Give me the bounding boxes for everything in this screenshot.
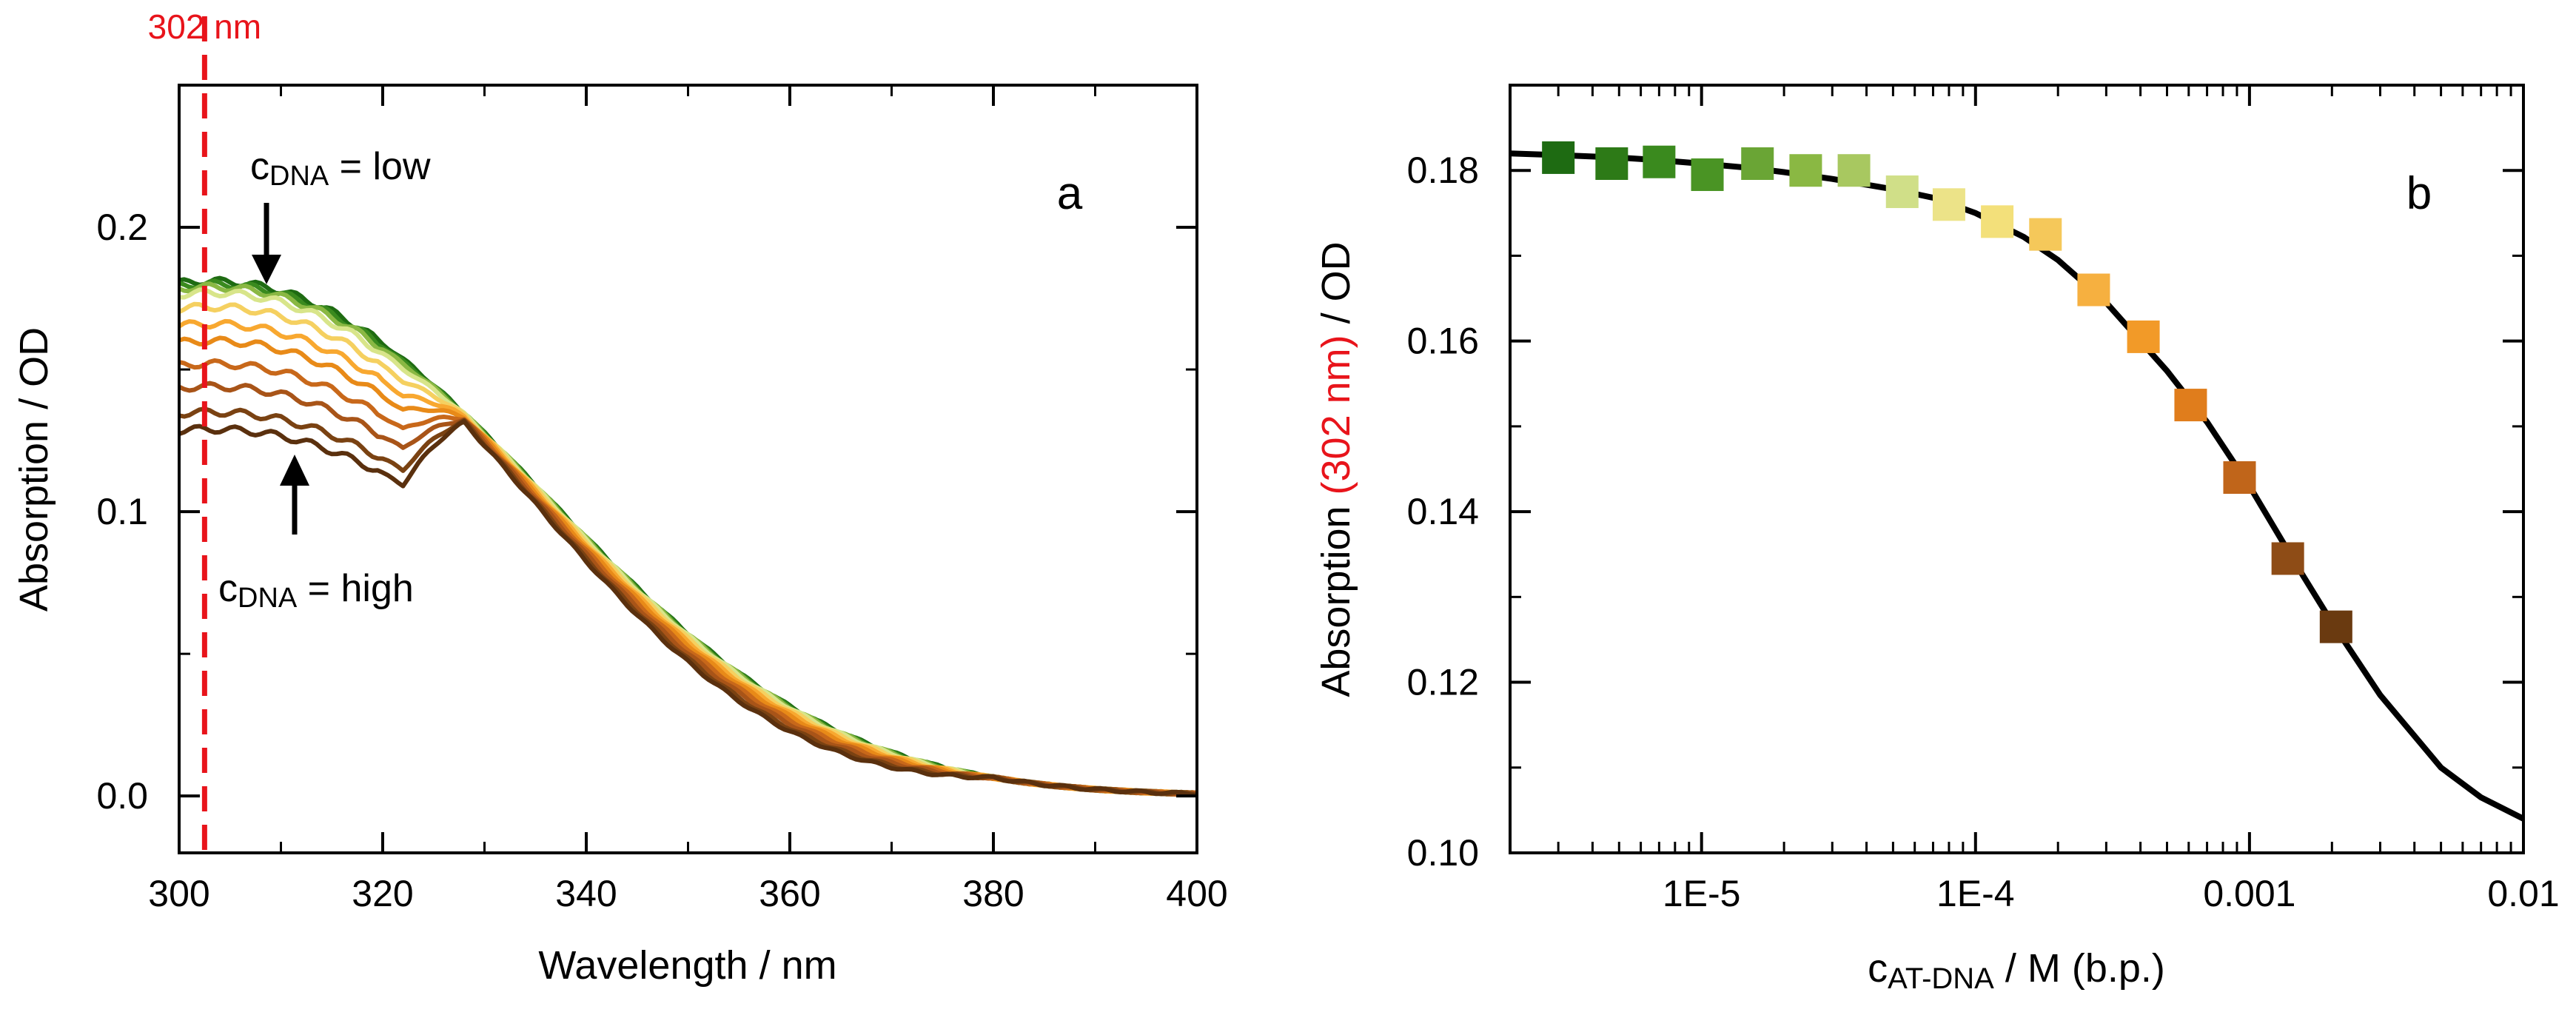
reference-line-label: 302 nm — [148, 7, 261, 46]
series-line-c2 — [178, 278, 1198, 797]
x-tick-label: 380 — [962, 873, 1024, 914]
arrow-up-icon — [280, 455, 309, 535]
panel-b-x-axis-label: cAT-DNA / M (b.p.) — [1868, 946, 2165, 995]
data-point — [1691, 158, 1724, 191]
data-point — [2077, 273, 2110, 306]
series-line-c1 — [178, 275, 1198, 797]
panel-a-ticks: 300 320 340 360 380 400 0.0 0.1 0.2 — [96, 85, 1228, 914]
x-tick-label: 0.001 — [2203, 873, 2295, 914]
annotation-low-text: cDNA = low — [250, 145, 431, 192]
panel-a-series — [178, 275, 1198, 797]
x-tick-label: 0.01 — [2487, 873, 2559, 914]
series-line-c5 — [178, 301, 1198, 797]
y-tick-label: 0.14 — [1407, 491, 1479, 532]
series-line-c11 — [178, 419, 1198, 797]
annotation-high: cDNA = high — [218, 455, 414, 614]
x-tick-label: 320 — [352, 873, 413, 914]
data-point — [2127, 320, 2160, 353]
data-point — [2271, 542, 2304, 575]
y-tick-label: 0.2 — [96, 207, 148, 248]
data-point — [1595, 147, 1629, 181]
data-point — [2319, 610, 2352, 643]
x-tick-label: 360 — [759, 873, 820, 914]
arrow-down-icon — [252, 203, 281, 284]
data-point — [2174, 389, 2207, 422]
x-tick-label: 400 — [1166, 873, 1227, 914]
data-point — [1932, 188, 1965, 221]
x-tick-label: 1E-4 — [1936, 873, 2015, 914]
y-tick-label: 0.18 — [1407, 150, 1479, 191]
series-line-c6 — [178, 318, 1198, 797]
arrow-head — [280, 455, 309, 486]
data-point — [1837, 154, 1871, 187]
panel-b-y-axis-label: Absorption (302 nm) / OD — [1314, 241, 1358, 697]
series-line-c3 — [178, 281, 1198, 797]
panel-a-x-axis-label: Wavelength / nm — [538, 943, 836, 988]
x-tick-label: 1E-5 — [1663, 873, 1741, 914]
x-tick-label: 300 — [148, 873, 209, 914]
y-tick-label: 0.1 — [96, 491, 148, 532]
panel-a: 300 320 340 360 380 400 0.0 0.1 0.2 302 nm a Wav… — [12, 7, 1228, 988]
arrow-head — [252, 255, 281, 284]
panel-a-y-axis-label: Absorption / OD — [12, 327, 56, 612]
fit-curve — [1509, 150, 2525, 822]
data-point — [1981, 205, 2014, 238]
y-tick-label: 0.0 — [96, 775, 148, 817]
y-tick-label: 0.16 — [1407, 321, 1479, 362]
data-point — [2029, 218, 2062, 251]
data-point — [1542, 141, 1575, 174]
data-point — [1885, 175, 1919, 209]
y-tick-label: 0.12 — [1407, 662, 1479, 703]
panel-b-label: b — [2406, 168, 2432, 219]
panel-a-frame — [178, 84, 1198, 854]
series-line-c7 — [178, 335, 1198, 797]
annotation-high-text: cDNA = high — [218, 567, 414, 614]
data-point — [2223, 461, 2256, 495]
panel-b-points — [1542, 141, 2352, 643]
y-tick-label: 0.10 — [1407, 832, 1479, 874]
panel-b: 1E-5 1E-4 0.001 0.010.100.120.140.160.18 b … — [1314, 84, 2560, 995]
panel-b-frame — [1509, 84, 2525, 854]
data-point — [1741, 147, 1774, 181]
x-tick-label: 340 — [555, 873, 617, 914]
annotation-low: cDNA = low — [250, 145, 431, 284]
panel-b-ticks: 1E-5 1E-4 0.001 0.01 0.10 0.12 0.14 0.16 0.18 — [1407, 85, 2560, 914]
data-point — [1643, 145, 1676, 178]
panel-a-label: a — [1057, 168, 1083, 219]
data-point — [1789, 154, 1822, 187]
